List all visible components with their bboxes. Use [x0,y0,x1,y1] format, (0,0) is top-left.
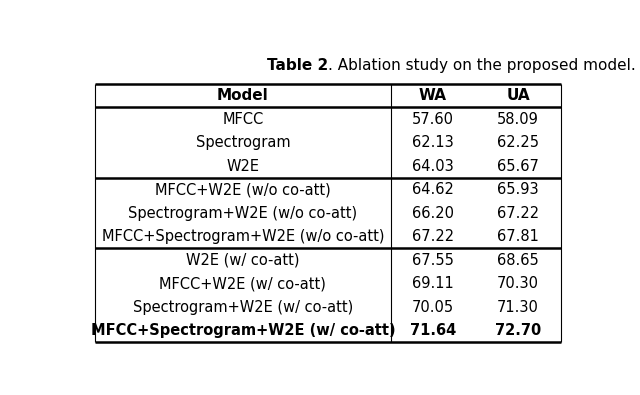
Text: 67.22: 67.22 [412,229,454,244]
Text: Spectrogram+W2E (w/ co-att): Spectrogram+W2E (w/ co-att) [132,300,353,315]
Text: 67.55: 67.55 [412,253,454,268]
Text: 69.11: 69.11 [412,276,454,291]
Text: 62.25: 62.25 [497,135,539,150]
Text: 67.81: 67.81 [497,229,539,244]
Text: MFCC+Spectrogram+W2E (w/ co-att): MFCC+Spectrogram+W2E (w/ co-att) [91,323,396,338]
Text: 67.22: 67.22 [497,206,539,221]
Text: 62.13: 62.13 [412,135,454,150]
Text: 70.05: 70.05 [412,300,454,315]
Text: Table 2: Table 2 [267,58,328,73]
Text: 65.93: 65.93 [497,182,539,197]
Text: Spectrogram+W2E (w/o co-att): Spectrogram+W2E (w/o co-att) [129,206,358,221]
Text: Model: Model [217,88,269,103]
Text: UA: UA [506,88,530,103]
Text: 70.30: 70.30 [497,276,539,291]
Text: . Ablation study on the proposed model.: . Ablation study on the proposed model. [328,58,636,73]
Text: 65.67: 65.67 [497,159,539,174]
Text: 72.70: 72.70 [495,323,541,338]
Text: 64.03: 64.03 [412,159,454,174]
Text: Spectrogram: Spectrogram [196,135,290,150]
Text: 71.64: 71.64 [410,323,456,338]
Text: 58.09: 58.09 [497,112,539,127]
Text: MFCC+Spectrogram+W2E (w/o co-att): MFCC+Spectrogram+W2E (w/o co-att) [102,229,384,244]
Text: MFCC+W2E (w/ co-att): MFCC+W2E (w/ co-att) [159,276,326,291]
Text: 71.30: 71.30 [497,300,539,315]
Text: MFCC: MFCC [222,112,264,127]
Text: 57.60: 57.60 [412,112,454,127]
Text: W2E (w/ co-att): W2E (w/ co-att) [186,253,300,268]
Text: W2E: W2E [227,159,259,174]
Text: MFCC+W2E (w/o co-att): MFCC+W2E (w/o co-att) [155,182,331,197]
Text: 68.65: 68.65 [497,253,539,268]
Text: 66.20: 66.20 [412,206,454,221]
Text: 64.62: 64.62 [412,182,454,197]
Text: WA: WA [419,88,447,103]
